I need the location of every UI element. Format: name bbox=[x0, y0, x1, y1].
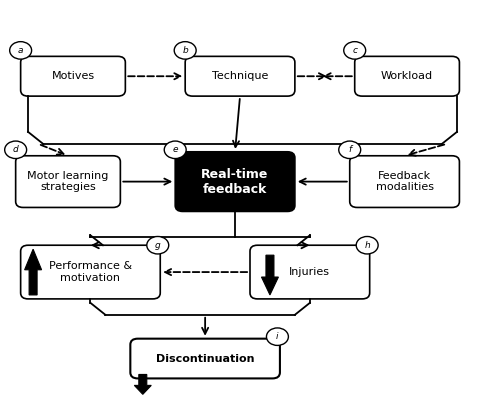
Text: Feedback
modalities: Feedback modalities bbox=[376, 171, 434, 192]
FancyBboxPatch shape bbox=[250, 245, 370, 299]
Text: Injuries: Injuries bbox=[290, 267, 331, 277]
FancyBboxPatch shape bbox=[350, 156, 460, 207]
Circle shape bbox=[147, 237, 169, 254]
Text: Workload: Workload bbox=[381, 71, 433, 81]
Text: g: g bbox=[155, 241, 160, 250]
FancyBboxPatch shape bbox=[175, 152, 295, 211]
Polygon shape bbox=[24, 249, 42, 295]
Circle shape bbox=[174, 41, 196, 59]
FancyBboxPatch shape bbox=[354, 56, 460, 96]
Text: h: h bbox=[364, 241, 370, 250]
Text: Motor learning
strategies: Motor learning strategies bbox=[28, 171, 108, 192]
Polygon shape bbox=[134, 374, 152, 394]
Text: a: a bbox=[18, 46, 24, 55]
Text: Real-time
feedback: Real-time feedback bbox=[202, 168, 268, 196]
FancyBboxPatch shape bbox=[20, 56, 126, 96]
FancyBboxPatch shape bbox=[20, 245, 160, 299]
Text: Technique: Technique bbox=[212, 71, 268, 81]
FancyBboxPatch shape bbox=[130, 339, 280, 378]
Text: Performance &
motivation: Performance & motivation bbox=[49, 261, 132, 283]
Circle shape bbox=[339, 141, 360, 158]
Text: c: c bbox=[352, 46, 357, 55]
Text: Motives: Motives bbox=[52, 71, 94, 81]
Circle shape bbox=[356, 237, 378, 254]
FancyBboxPatch shape bbox=[185, 56, 295, 96]
Text: d: d bbox=[13, 145, 18, 154]
Circle shape bbox=[4, 141, 26, 158]
Text: Discontinuation: Discontinuation bbox=[156, 354, 254, 363]
FancyBboxPatch shape bbox=[16, 156, 120, 207]
Text: e: e bbox=[172, 145, 178, 154]
Text: b: b bbox=[182, 46, 188, 55]
Circle shape bbox=[266, 328, 288, 346]
Text: f: f bbox=[348, 145, 352, 154]
Circle shape bbox=[164, 141, 186, 158]
Circle shape bbox=[344, 41, 365, 59]
Text: i: i bbox=[276, 332, 278, 341]
Polygon shape bbox=[262, 255, 278, 295]
Circle shape bbox=[10, 41, 32, 59]
